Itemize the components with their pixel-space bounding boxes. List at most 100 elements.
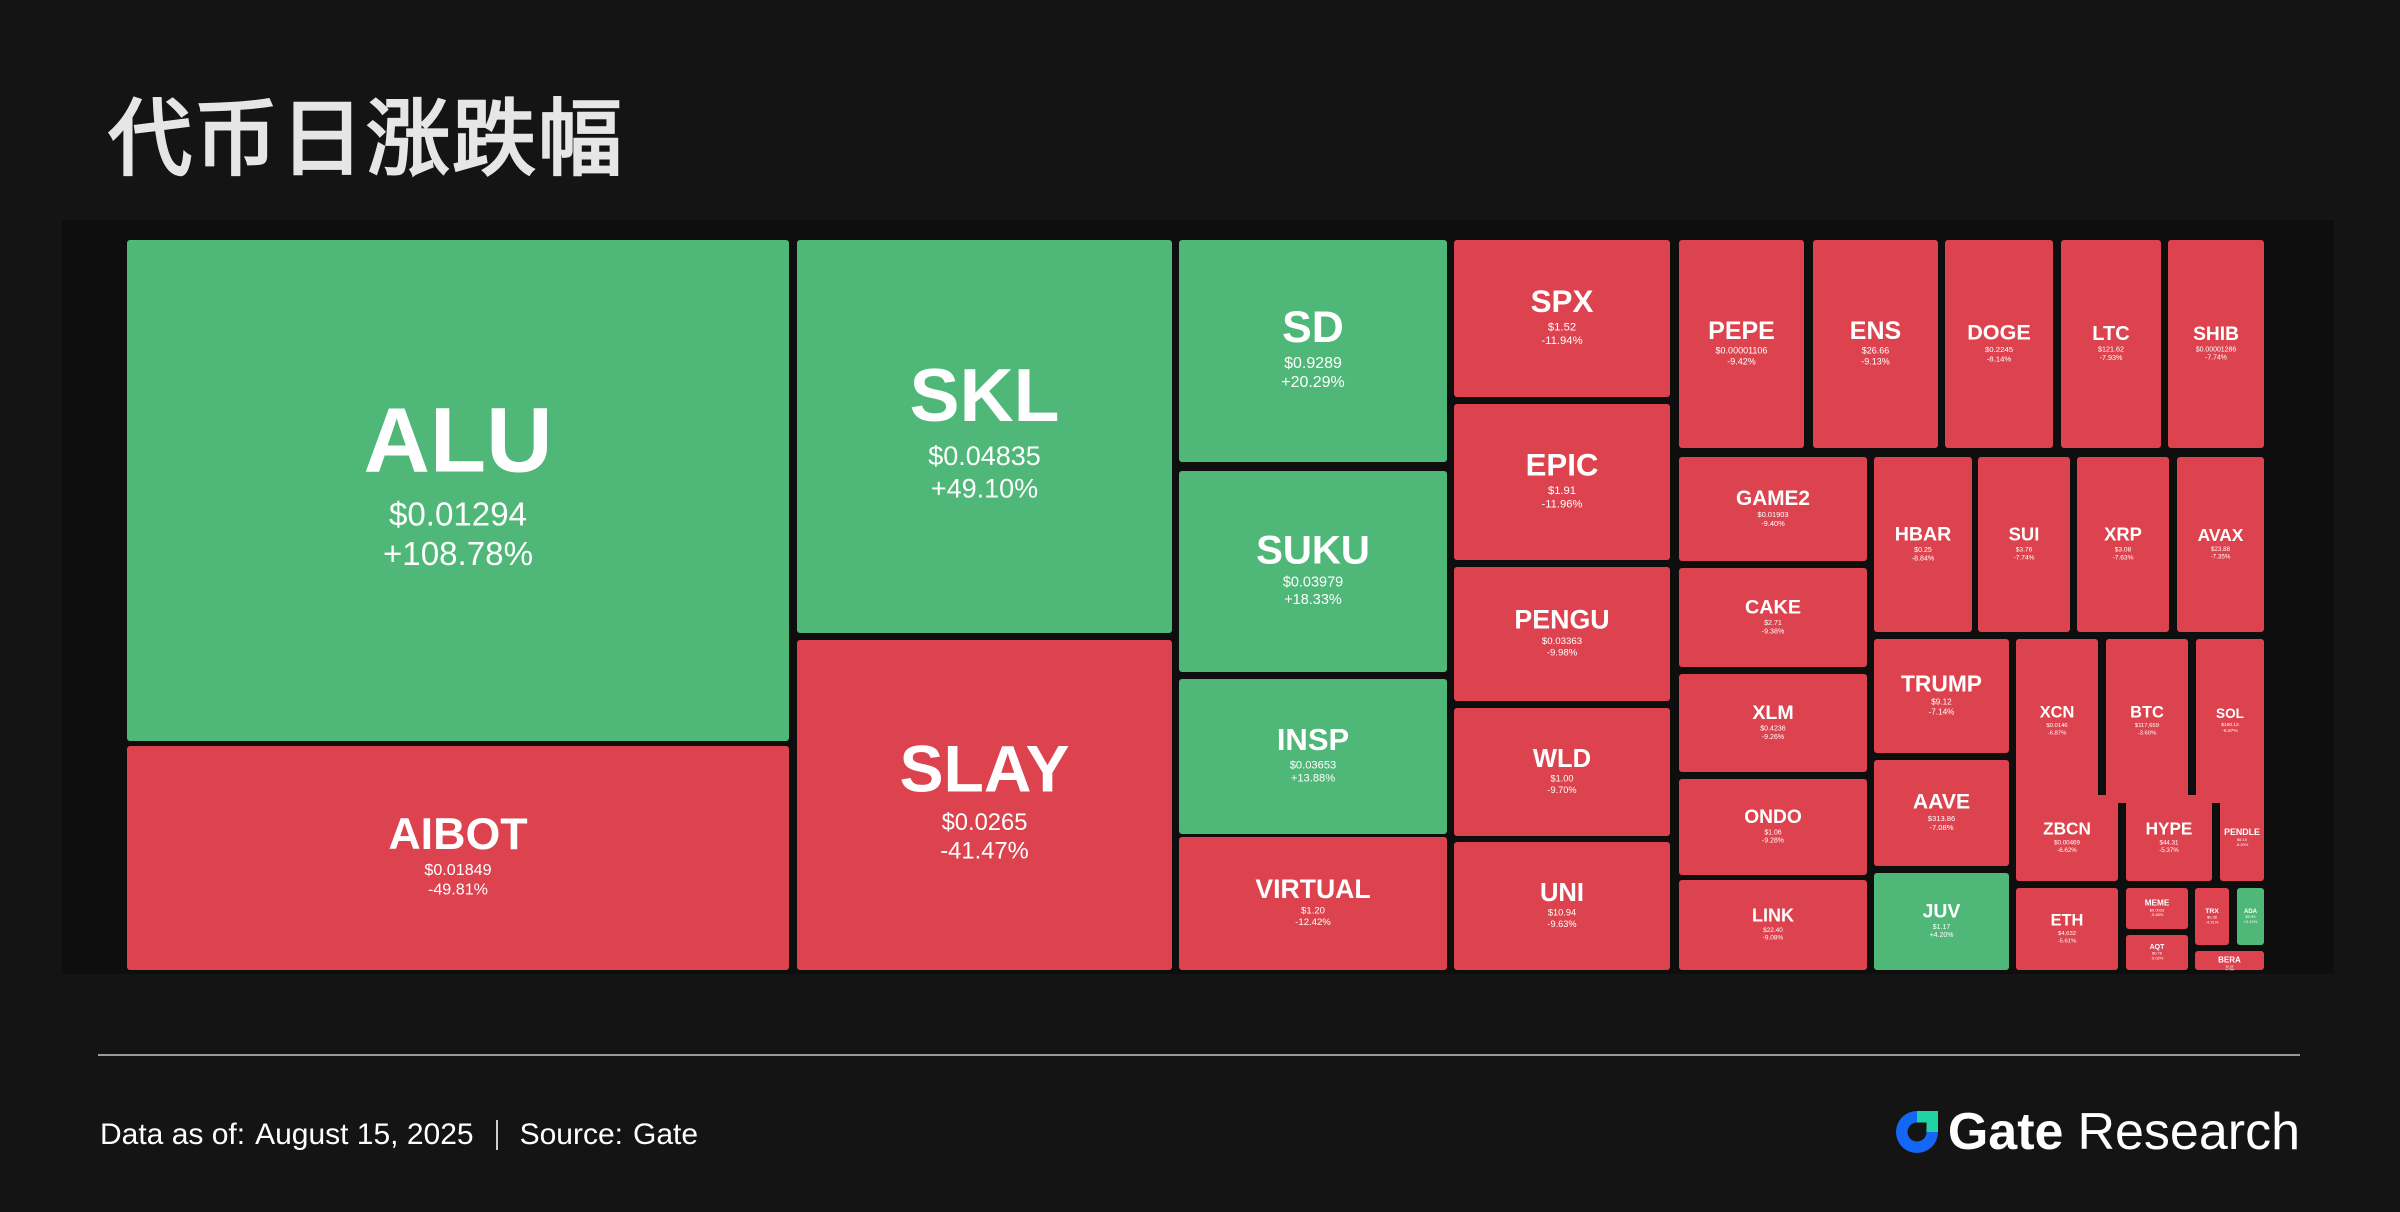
tile-symbol-cake: CAKE — [1745, 596, 1801, 618]
tile-change-pendle: -5.20% — [2236, 842, 2249, 847]
tile-price-slay: $0.0265 — [942, 809, 1028, 836]
tile-xcn[interactable]: XCN$0.0146-6.87% — [2016, 639, 2098, 803]
tile-virtual[interactable]: VIRTUAL $1.20-12.42% — [1179, 837, 1447, 970]
tile-sol[interactable]: SOL$190.12-5.87% — [2196, 639, 2264, 803]
tile-spx[interactable]: SPX $1.52 -11.94% — [1454, 240, 1670, 397]
tile-symbol-aqt: AQT — [2150, 944, 2166, 951]
tile-wld[interactable]: WLD$1.00-9.70% — [1454, 708, 1670, 836]
tile-alu[interactable]: ALU $0.01294+108.78% — [127, 240, 789, 741]
tile-symbol-shib: SHIB — [2193, 324, 2239, 345]
tile-symbol-pendle: PENDLE — [2224, 827, 2260, 837]
tile-change-trump: -7.14% — [1929, 707, 1955, 716]
tile-price-ltc: $121.62 — [2098, 345, 2124, 354]
tile-trump[interactable]: TRUMP $9.12-7.14% — [1874, 639, 2009, 753]
tile-hype[interactable]: HYPE $44.31-5.37% — [2126, 795, 2212, 881]
tile-eth[interactable]: ETH$4,632-5.61% — [2016, 888, 2118, 970]
tile-symbol-ens: ENS — [1850, 317, 1901, 345]
tile-ondo[interactable]: ONDO$1.06 -9.28% — [1679, 779, 1867, 875]
tile-uni[interactable]: UNI$10.94-9.63% — [1454, 842, 1670, 970]
tile-symbol-ada: ADA — [2244, 909, 2258, 915]
tile-price-avax: $23.88 — [2211, 546, 2231, 553]
footer-separator — [495, 1120, 498, 1150]
page-title: 代币日涨跌幅 — [108, 90, 625, 188]
tile-rect-spx — [1454, 240, 1670, 397]
tile-insp[interactable]: INSP $0.03653 +13.88% — [1179, 679, 1447, 834]
tile-pengu[interactable]: PENGU$0.03363-9.98% — [1454, 567, 1670, 701]
tile-rect-sol — [2196, 639, 2264, 803]
tile-pendle[interactable]: PENDLE$5.10-5.20% — [2220, 795, 2264, 881]
tile-shib[interactable]: SHIB$0.00001286 -7.74% — [2168, 240, 2264, 448]
tile-hbar[interactable]: HBAR $0.25-8.84% — [1874, 457, 1972, 632]
tile-btc[interactable]: BTC$117,659-3.60% — [2106, 639, 2188, 803]
tile-sd[interactable]: SD $0.9289 +20.29% — [1179, 240, 1447, 462]
tile-avax[interactable]: AVAX$23.88-7.35% — [2177, 457, 2264, 632]
tile-symbol-juv: JUV — [1923, 901, 1961, 923]
tile-change-suku: +18.33% — [1284, 592, 1342, 608]
tile-rect-pengu — [1454, 567, 1670, 701]
tile-symbol-trump: TRUMP — [1901, 670, 1982, 696]
tile-change-hype: -5.37% — [2159, 847, 2179, 854]
tile-price-sui: $3.76 — [2016, 546, 2033, 553]
tile-symbol-virtual: VIRTUAL — [1255, 874, 1370, 904]
tile-aqt[interactable]: AQT$0.76-5.02% — [2126, 935, 2188, 970]
tile-ada[interactable]: ADA$0.95+0.12% — [2237, 888, 2264, 945]
tile-change-meme: -5.48% — [2151, 912, 2164, 917]
tile-price-xcn: $0.0146 — [2046, 723, 2068, 729]
tile-price-link: $22.40 — [1763, 927, 1783, 934]
tile-rect-ens — [1813, 240, 1938, 448]
tile-symbol-ltc: LTC — [2092, 323, 2129, 345]
tile-price-suku: $0.03979 — [1283, 575, 1343, 591]
tile-change-doge: -8.14% — [1987, 355, 2012, 364]
tile-price-xrp: $3.08 — [2115, 546, 2132, 553]
tile-suku[interactable]: SUKU $0.03979+18.33% — [1179, 471, 1447, 672]
tile-trx[interactable]: TRX$0.36-4.21% — [2195, 888, 2229, 945]
tile-doge[interactable]: DOGE$0.2245-8.14% — [1945, 240, 2053, 448]
tile-juv[interactable]: JUV$1.17+4.20% — [1874, 873, 2009, 970]
tile-cake[interactable]: CAKE$2.71-9.38% — [1679, 568, 1867, 667]
tile-symbol-btc: BTC — [2130, 704, 2164, 722]
tile-ens[interactable]: ENS$26.66-9.13% — [1813, 240, 1938, 448]
tile-change-btc: -3.60% — [2138, 730, 2157, 736]
tile-sui[interactable]: SUI$3.76-7.74% — [1978, 457, 2070, 632]
tile-aave[interactable]: AAVE$313.86-7.08% — [1874, 760, 2009, 866]
tile-rect-hbar — [1874, 457, 1972, 632]
tile-price-alu: $0.01294 — [389, 496, 527, 533]
tile-bera[interactable]: BERA$2.58-4.79% — [2195, 951, 2264, 971]
tile-link[interactable]: LINK $22.40-9.08% — [1679, 880, 1867, 970]
tile-price-sol: $190.12 — [2221, 722, 2239, 728]
tile-price-aibot: $0.01849 — [424, 861, 491, 879]
tile-change-ens: -9.13% — [1861, 356, 1890, 366]
tile-price-xlm: $0.4236 — [1760, 725, 1786, 732]
tile-zbcn[interactable]: ZBCN $0.00469-6.62% — [2016, 795, 2118, 881]
tile-aibot[interactable]: AIBOT $0.01849-49.81% — [127, 746, 789, 970]
tile-rect-trx — [2195, 888, 2229, 945]
tile-change-xcn: -6.87% — [2048, 730, 2067, 736]
tile-pepe[interactable]: PEPE$0.00001106-9.42% — [1679, 240, 1804, 448]
tile-price-aqt: $0.76 — [2152, 951, 2163, 956]
tile-symbol-spx: SPX — [1531, 284, 1594, 319]
tile-game2[interactable]: GAME2$0.01903-9.40% — [1679, 457, 1867, 561]
tile-meme[interactable]: MEME$0.0033-5.48% — [2126, 888, 2188, 929]
tile-xrp[interactable]: XRP$3.08-7.63% — [2077, 457, 2169, 632]
tile-ltc[interactable]: LTC$121.62-7.93% — [2061, 240, 2161, 448]
tile-price-zbcn: $0.00469 — [2054, 840, 2080, 847]
tile-symbol-sui: SUI — [2009, 524, 2040, 545]
tile-change-skl: +49.10% — [931, 473, 1038, 503]
tile-change-sol: -5.87% — [2222, 728, 2238, 734]
tile-rect-aqt — [2126, 935, 2188, 970]
tile-rect-hype — [2126, 795, 2212, 881]
tile-price-bera: $2.58 — [2226, 964, 2234, 968]
tile-change-shib: -7.74% — [2205, 355, 2227, 362]
tile-change-insp: +13.88% — [1291, 773, 1335, 785]
tile-change-xrp: -7.63% — [2113, 554, 2134, 561]
tile-symbol-aibot: AIBOT — [388, 809, 527, 859]
tile-xlm[interactable]: XLM$0.4236 -9.26% — [1679, 674, 1867, 772]
tile-change-avax: -7.35% — [2211, 554, 2231, 561]
tile-slay[interactable]: SLAY $0.0265-41.47% — [797, 640, 1172, 970]
tile-epic[interactable]: EPIC $1.91-11.96% — [1454, 404, 1670, 560]
tile-skl[interactable]: SKL $0.04835+49.10% — [797, 240, 1172, 633]
tile-rect-btc — [2106, 639, 2188, 803]
tile-rect-trump — [1874, 639, 2009, 753]
tile-change-trx: -4.21% — [2206, 919, 2219, 924]
source-label: Source: — [519, 1118, 623, 1151]
